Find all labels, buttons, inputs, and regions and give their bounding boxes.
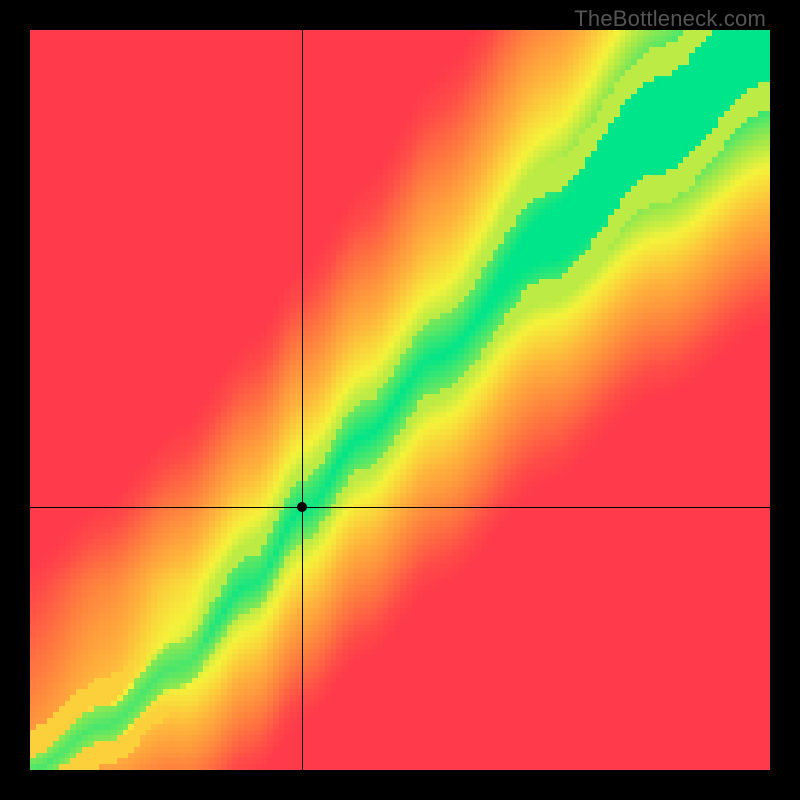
data-point-marker <box>297 502 307 512</box>
watermark-text: TheBottleneck.com <box>574 6 766 32</box>
plot-area <box>30 30 770 770</box>
chart-container: TheBottleneck.com <box>0 0 800 800</box>
crosshair-vertical <box>302 30 303 770</box>
heatmap-canvas <box>30 30 770 770</box>
crosshair-horizontal <box>30 507 770 508</box>
